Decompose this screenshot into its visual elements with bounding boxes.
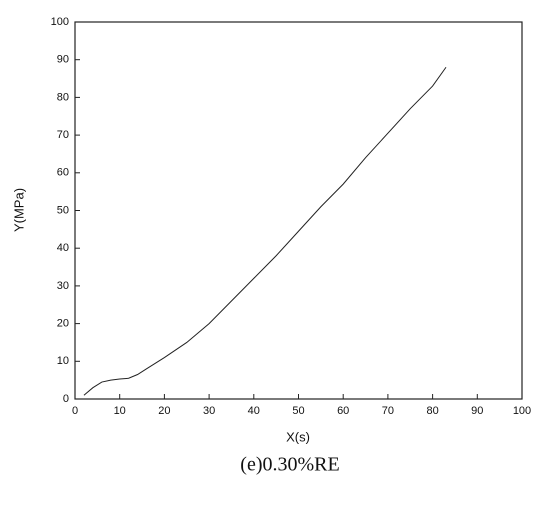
x-tick-label: 0 xyxy=(72,405,78,417)
x-tick-label: 70 xyxy=(382,405,394,417)
caption: (e)0.30%RE xyxy=(240,454,339,476)
x-axis-label: X(s) xyxy=(286,429,310,444)
y-tick-label: 70 xyxy=(57,129,69,141)
x-tick-label: 40 xyxy=(248,405,260,417)
y-tick-label: 20 xyxy=(57,318,69,330)
y-tick-label: 60 xyxy=(57,167,69,179)
y-tick-label: 40 xyxy=(57,242,69,254)
y-tick-label: 100 xyxy=(51,16,69,28)
x-tick-label: 90 xyxy=(471,405,483,417)
y-tick-label: 50 xyxy=(57,204,69,216)
x-tick-label: 100 xyxy=(513,405,531,417)
x-tick-label: 50 xyxy=(292,405,304,417)
y-axis-label: Y(MPa) xyxy=(11,188,26,232)
y-tick-label: 0 xyxy=(63,393,69,405)
plot-frame xyxy=(74,21,523,400)
y-tick-label: 80 xyxy=(57,91,69,103)
x-tick-label: 80 xyxy=(426,405,438,417)
y-tick-label: 10 xyxy=(57,355,69,367)
y-tick-label: 90 xyxy=(57,54,69,66)
x-tick-label: 10 xyxy=(114,405,126,417)
x-tick-label: 20 xyxy=(158,405,170,417)
y-tick-label: 30 xyxy=(57,280,69,292)
x-tick-label: 30 xyxy=(203,405,215,417)
x-tick-label: 60 xyxy=(337,405,349,417)
line-series xyxy=(83,66,447,396)
